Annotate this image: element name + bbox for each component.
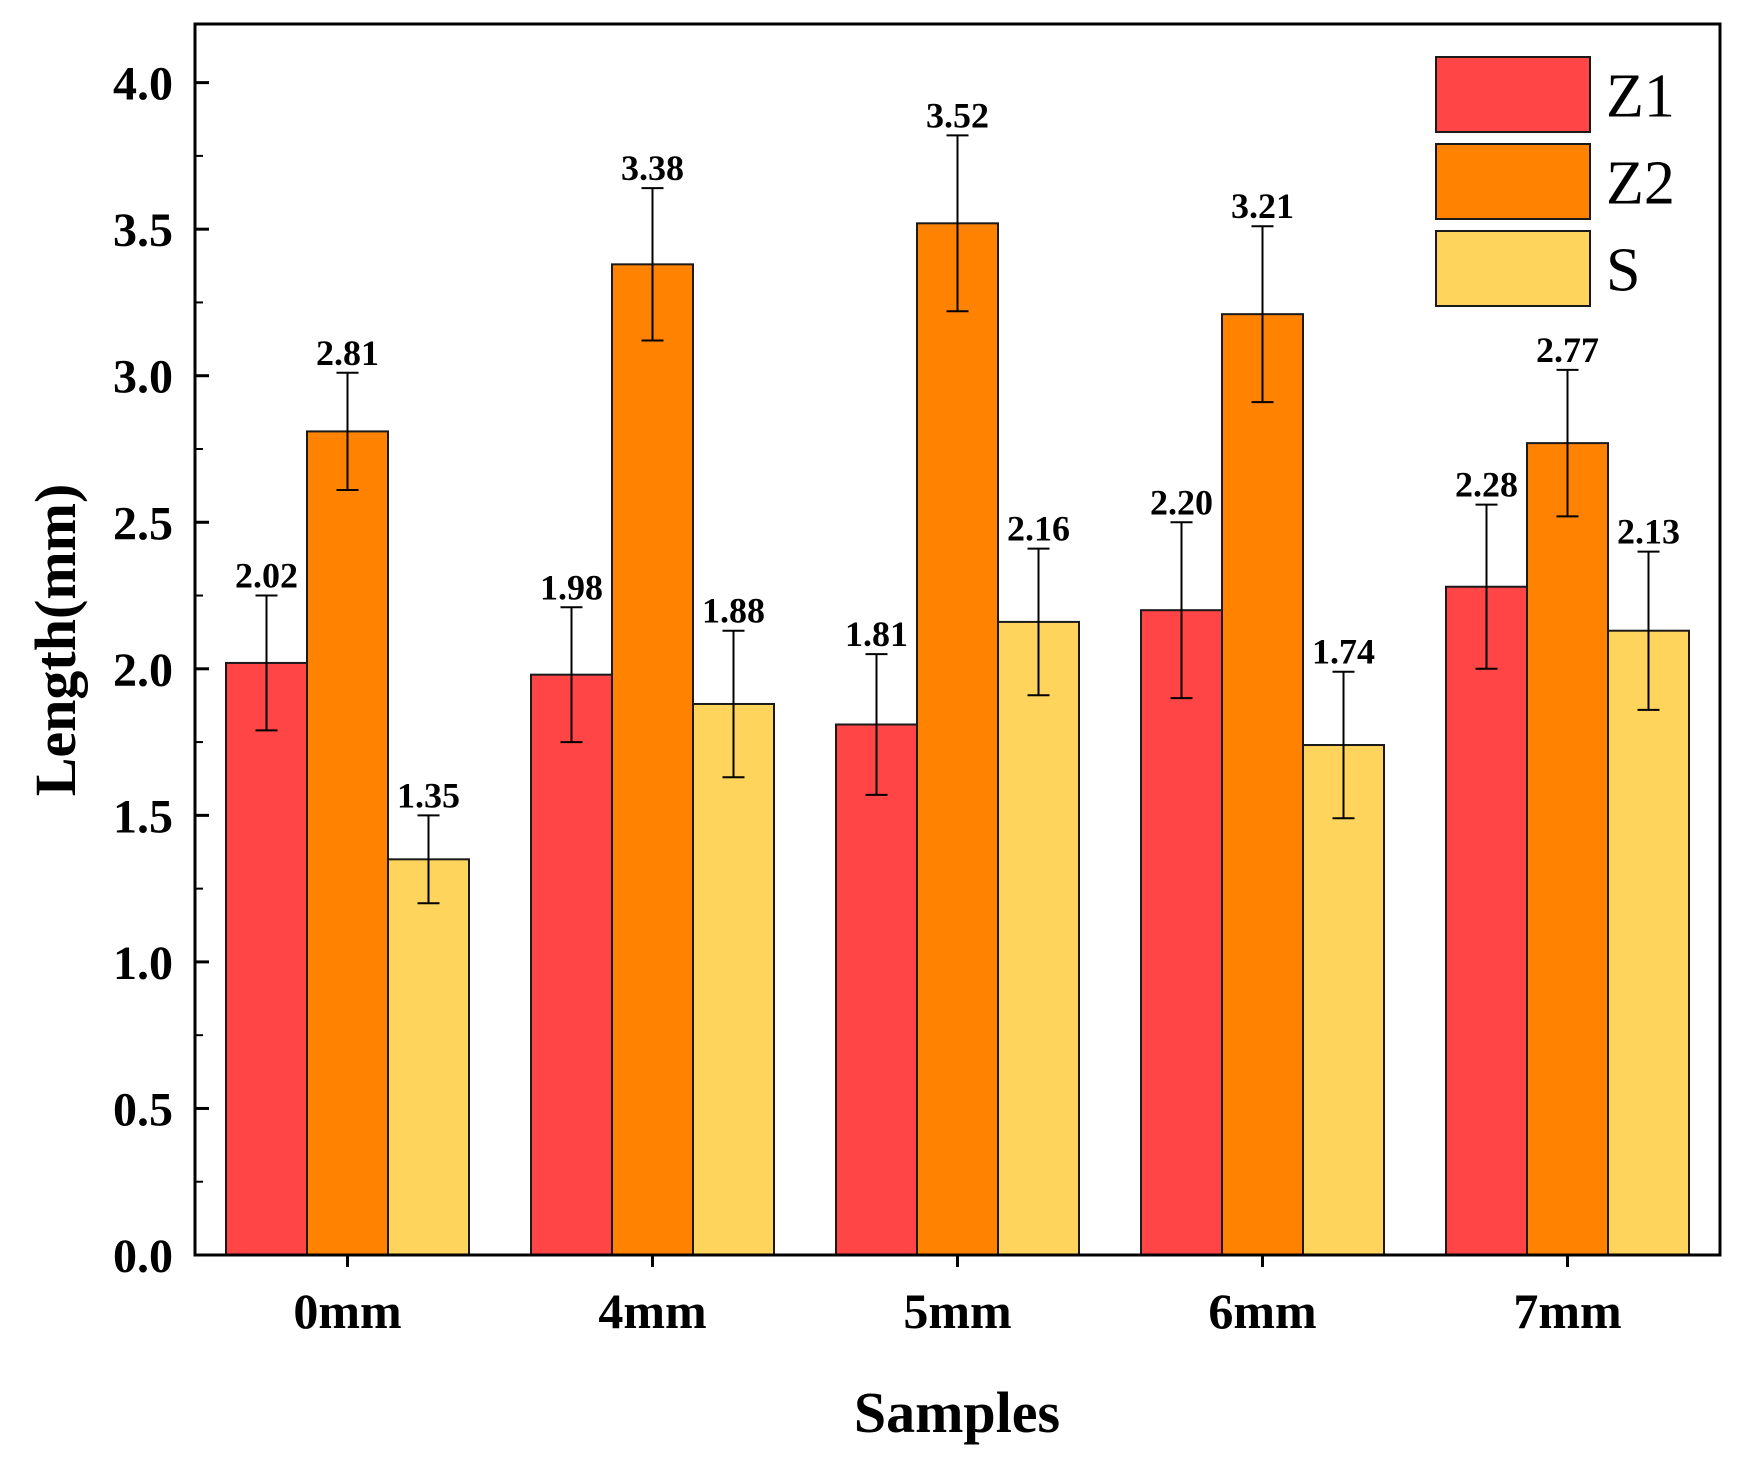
- y-tick-label: 2.5: [113, 497, 173, 550]
- bar-z1-5mm: [835, 723, 918, 1256]
- x-tick-label-5mm: 5mm: [903, 1283, 1011, 1339]
- y-tick-label: 0.5: [113, 1083, 173, 1136]
- x-tick-label-7mm: 7mm: [1513, 1283, 1621, 1339]
- x-tick-label-4mm: 4mm: [598, 1283, 706, 1339]
- data-label-z1-6mm: 2.20: [1150, 482, 1213, 522]
- legend-label-s: S: [1606, 237, 1640, 305]
- bar-z1-4mm: [530, 673, 613, 1256]
- data-label-s-4mm: 1.88: [702, 591, 765, 631]
- bar-z2-5mm: [916, 222, 999, 1256]
- data-labels-layer: 2.02 2.81 1.35 1.98 3.38 1.88 1.81 3.52 2.16 2.20…: [235, 95, 1680, 815]
- bar-z1-7mm: [1445, 585, 1528, 1256]
- bar-z1-6mm: [1140, 609, 1223, 1256]
- x-tick-label-0mm: 0mm: [293, 1283, 401, 1339]
- legend-label-z1: Z1: [1606, 63, 1675, 131]
- bar-z2-4mm: [611, 263, 694, 1257]
- data-label-z1-4mm: 1.98: [540, 567, 603, 607]
- data-label-z2-5mm: 3.52: [926, 95, 989, 135]
- bar-z2-6mm: [1221, 313, 1304, 1256]
- data-label-z1-7mm: 2.28: [1455, 465, 1518, 505]
- legend-swatch-s: [1435, 230, 1591, 307]
- data-label-z2-0mm: 2.81: [316, 333, 379, 373]
- data-label-s-0mm: 1.35: [397, 775, 460, 815]
- data-label-z1-0mm: 2.02: [235, 556, 298, 596]
- bar-s-7mm: [1607, 629, 1690, 1256]
- x-axis-title: Samples: [854, 1380, 1060, 1445]
- legend: Z1 Z2 S: [1435, 56, 1675, 307]
- bars-layer: [225, 222, 1690, 1257]
- bar-z1-0mm: [225, 661, 308, 1256]
- y-tick-label: 3.5: [113, 204, 173, 257]
- plot-frame: [193, 22, 1722, 1257]
- axes-layer: 0mm 4mm 5mm 6mm 7mm 0.0 0.5 1.0 1.5 2.0 2.5 3.0 3.5 4…: [113, 22, 1722, 1339]
- y-tick-label: 1.5: [113, 790, 173, 843]
- data-label-s-7mm: 2.13: [1617, 512, 1680, 552]
- y-tick-label: 4.0: [113, 58, 173, 111]
- error-bars-layer: [255, 134, 1660, 905]
- data-label-z2-6mm: 3.21: [1231, 186, 1294, 226]
- y-tick-label: 2.0: [113, 644, 173, 697]
- data-label-z2-4mm: 3.38: [621, 148, 684, 188]
- bar-z2-0mm: [306, 430, 389, 1256]
- data-label-z2-7mm: 2.77: [1536, 330, 1599, 370]
- bar-s-6mm: [1302, 744, 1385, 1256]
- y-tick-label: 0.0: [113, 1230, 173, 1283]
- bar-s-0mm: [387, 858, 470, 1256]
- bar-z2-7mm: [1526, 442, 1609, 1256]
- x-tick-label-6mm: 6mm: [1208, 1283, 1316, 1339]
- y-tick-label: 3.0: [113, 351, 173, 404]
- legend-swatch-z1: [1435, 56, 1591, 133]
- legend-swatch-z2: [1435, 143, 1591, 220]
- bar-s-4mm: [692, 702, 775, 1256]
- data-label-z1-5mm: 1.81: [845, 614, 908, 654]
- data-label-s-6mm: 1.74: [1312, 632, 1375, 672]
- data-label-s-5mm: 2.16: [1007, 509, 1070, 549]
- bar-s-5mm: [997, 620, 1080, 1256]
- legend-label-z2: Z2: [1606, 150, 1675, 218]
- y-axis-title: Length(mm): [23, 484, 88, 797]
- y-tick-label: 1.0: [113, 937, 173, 990]
